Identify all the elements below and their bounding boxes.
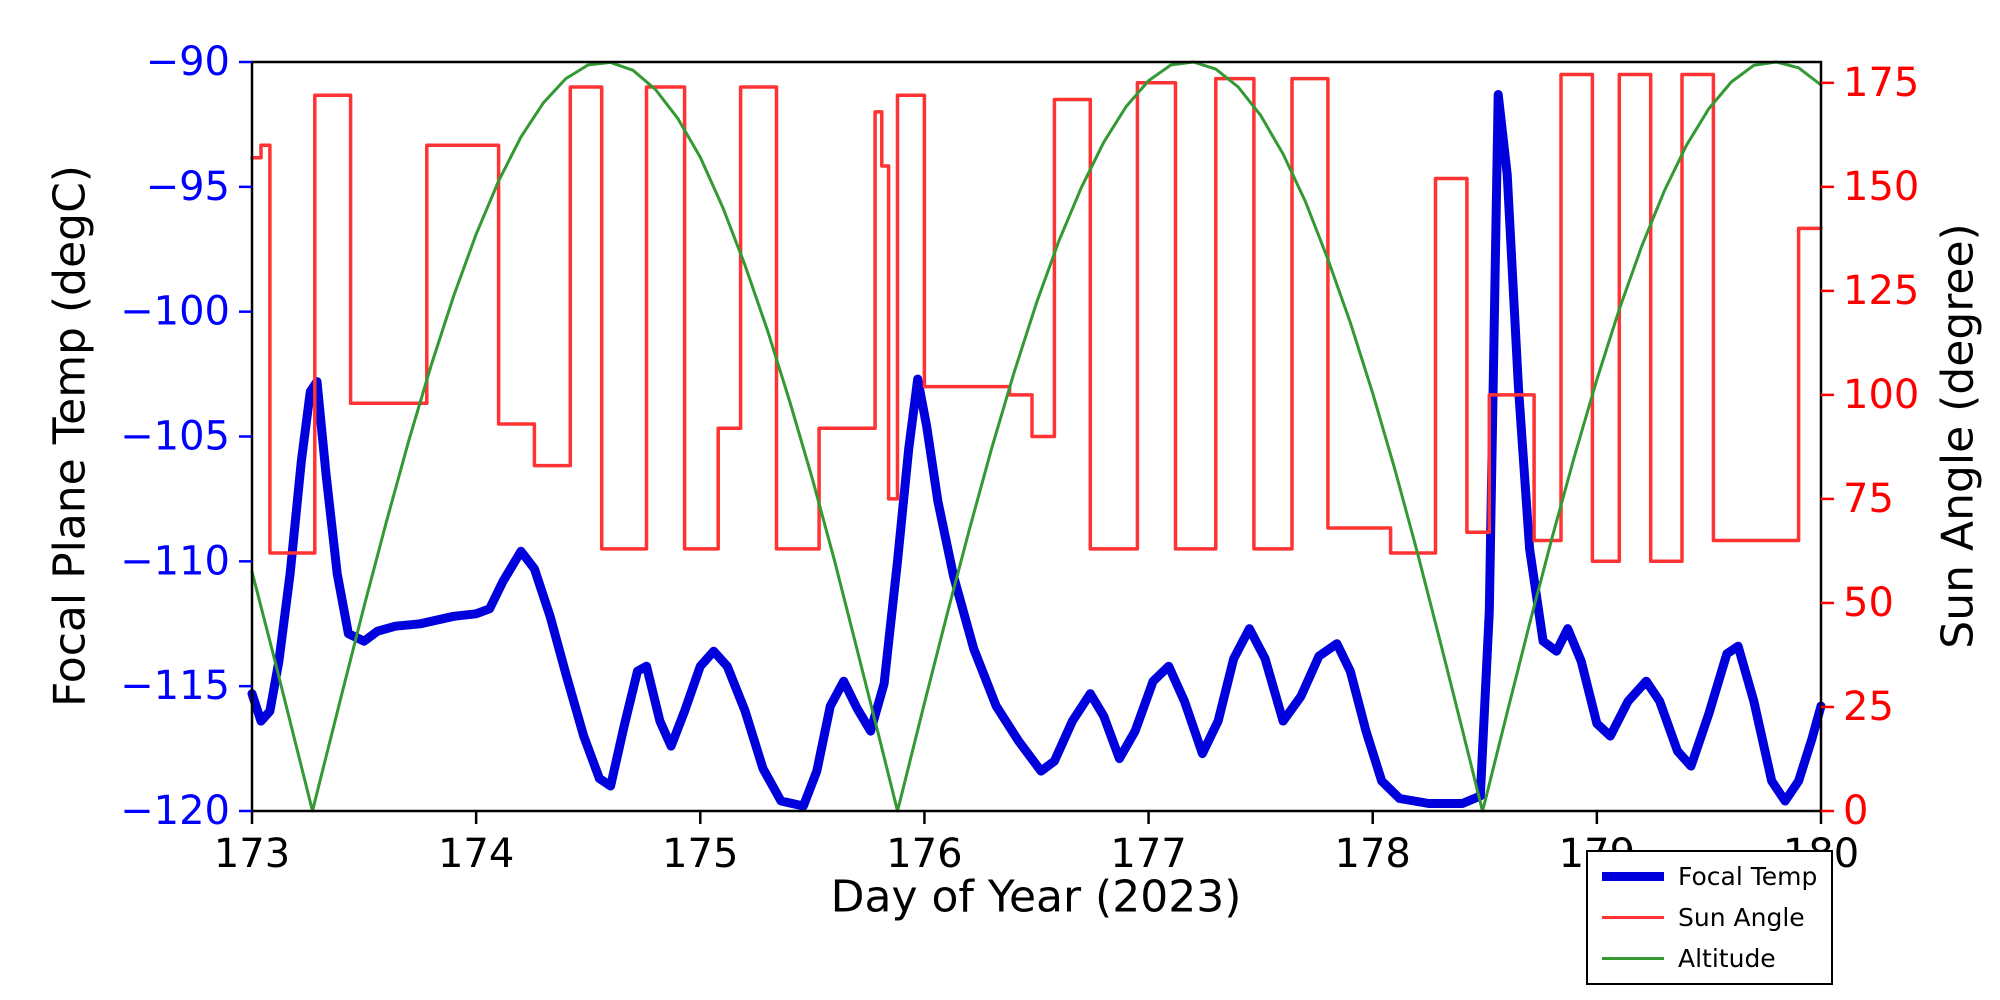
svg-text:175: 175 (662, 831, 738, 877)
svg-text:75: 75 (1843, 476, 1894, 522)
svg-text:25: 25 (1843, 684, 1894, 730)
svg-text:−120: −120 (120, 788, 230, 834)
legend-item-altitude: Altitude (1602, 944, 1817, 973)
svg-text:0: 0 (1843, 788, 1868, 834)
legend-line-focal-temp (1602, 872, 1664, 881)
svg-text:−105: −105 (120, 414, 230, 460)
y-axis-label-left: Focal Plane Temp (degC) (44, 165, 96, 707)
svg-text:−115: −115 (120, 663, 230, 709)
svg-text:178: 178 (1335, 831, 1411, 877)
y-axis-label-right: Sun Angle (degree) (1932, 223, 1984, 649)
svg-text:174: 174 (438, 831, 514, 877)
svg-text:−95: −95 (146, 164, 230, 210)
svg-text:175: 175 (1843, 60, 1919, 106)
legend-line-altitude (1602, 957, 1664, 960)
legend-label-focal-temp: Focal Temp (1678, 862, 1818, 891)
legend-label-sun-angle: Sun Angle (1678, 903, 1805, 932)
svg-text:−110: −110 (120, 538, 230, 584)
legend-line-sun-angle (1602, 915, 1664, 920)
svg-text:−90: −90 (146, 39, 230, 85)
svg-text:173: 173 (214, 831, 290, 877)
svg-text:150: 150 (1843, 164, 1919, 210)
svg-text:−100: −100 (120, 289, 230, 335)
svg-text:100: 100 (1843, 372, 1919, 418)
legend: Focal Temp Sun Angle Altitude (1586, 850, 1834, 985)
svg-text:50: 50 (1843, 580, 1894, 626)
svg-text:176: 176 (886, 831, 962, 877)
legend-item-sun-angle: Sun Angle (1602, 903, 1817, 932)
x-axis-label: Day of Year (2023) (830, 871, 1242, 923)
svg-text:177: 177 (1110, 831, 1186, 877)
legend-item-focal-temp: Focal Temp (1602, 862, 1817, 891)
legend-label-altitude: Altitude (1678, 944, 1776, 973)
svg-text:125: 125 (1843, 268, 1919, 314)
